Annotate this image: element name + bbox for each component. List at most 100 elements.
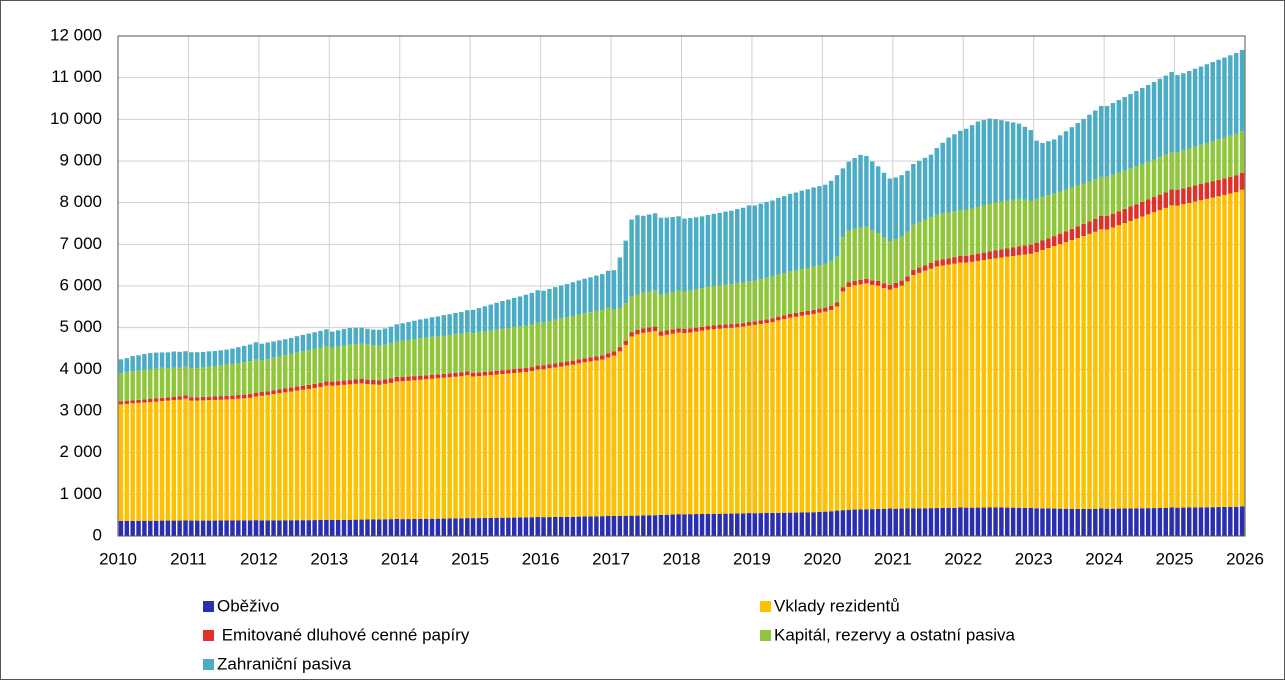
bar-segment [1104, 229, 1110, 509]
bar-segment [394, 381, 400, 519]
bar-segment [459, 376, 464, 519]
bar-segment [963, 128, 969, 210]
bar-segment [283, 355, 288, 389]
bar-segment [1239, 506, 1245, 536]
bar-segment [300, 334, 306, 352]
bar-segment [470, 372, 476, 377]
bar-segment [547, 321, 552, 365]
bar-segment [1151, 508, 1157, 536]
bar-segment [717, 328, 722, 514]
bar-segment [206, 396, 212, 401]
bar-segment [594, 275, 599, 311]
bar-segment [799, 311, 805, 316]
bar-segment [288, 387, 294, 392]
bar-segment [699, 288, 705, 327]
bar-segment [746, 281, 752, 323]
bar-segment [1122, 223, 1127, 509]
bar-segment [418, 338, 423, 376]
legend-label: Zahraniční pasiva [217, 654, 352, 673]
bar-segment [617, 347, 623, 352]
bar-segment [335, 381, 341, 386]
bar-segment [500, 328, 505, 371]
bar-segment [224, 395, 229, 400]
bar-segment [247, 361, 253, 395]
bar-segment [981, 260, 987, 508]
bar-segment [646, 214, 652, 292]
bar-segment [148, 520, 153, 536]
bar-segment [1210, 507, 1215, 536]
bar-segment [1005, 248, 1010, 257]
bar-segment [171, 396, 176, 401]
bar-segment [641, 515, 646, 536]
bar-segment [359, 343, 364, 379]
bar-segment [600, 516, 605, 536]
bar-segment [488, 304, 493, 331]
bar-segment [1198, 66, 1204, 145]
bar-segment [177, 351, 182, 368]
bar-segment [1134, 508, 1139, 536]
bar-segment [881, 288, 887, 509]
bar-segment [441, 518, 447, 536]
bar-segment [740, 326, 746, 514]
x-tick-label: 2021 [874, 549, 912, 568]
bar-segment [905, 231, 910, 277]
bar-segment [324, 346, 329, 382]
bar-segment [1010, 247, 1016, 256]
bar-segment [171, 520, 176, 536]
bar-segment [1134, 91, 1139, 167]
bar-segment [259, 520, 265, 536]
bar-segment [899, 175, 904, 237]
bar-segment [529, 367, 535, 371]
bar-segment [946, 264, 951, 508]
bar-segment [359, 519, 364, 536]
bar-segment [688, 218, 693, 291]
bar-segment [1022, 199, 1028, 246]
legend-swatch [203, 630, 214, 641]
bar-segment [541, 322, 546, 366]
bar-segment [887, 508, 893, 536]
bar-segment [394, 518, 400, 536]
bar-segment [541, 290, 546, 323]
bar-segment [1098, 106, 1104, 177]
bar-segment [693, 217, 699, 290]
bar-segment [611, 355, 617, 516]
bar-segment [758, 513, 763, 536]
bar-segment [1169, 189, 1174, 206]
bar-segment [776, 320, 781, 513]
bar-segment [958, 130, 963, 210]
bar-segment [1210, 62, 1215, 142]
bar-segment [341, 519, 347, 536]
bar-segment [465, 332, 470, 372]
bar-segment [629, 515, 634, 536]
bar-segment [658, 331, 664, 336]
bar-segment [1057, 244, 1063, 509]
y-tick-label: 0 [93, 525, 102, 544]
bar-segment [1016, 123, 1022, 199]
bar-segment [1157, 508, 1163, 536]
bar-segment [746, 513, 752, 536]
bar-segment [259, 343, 265, 361]
bar-segment [1116, 225, 1122, 509]
bar-segment [1005, 200, 1010, 249]
bar-segment [1005, 256, 1010, 508]
bar-segment [817, 265, 822, 309]
bar-segment [699, 216, 705, 289]
bar-segment [429, 518, 435, 536]
bar-segment [1069, 228, 1075, 241]
bar-segment [811, 266, 816, 310]
bar-segment [306, 350, 311, 385]
bar-segment [1057, 191, 1063, 234]
bar-segment [488, 330, 493, 372]
bar-segment [318, 387, 323, 520]
bar-segment [764, 201, 769, 278]
bar-segment [523, 371, 529, 518]
bar-segment [688, 332, 693, 515]
bar-segment [511, 297, 517, 328]
bar-segment [1098, 216, 1104, 230]
bar-segment [1175, 189, 1180, 206]
bar-segment [1134, 166, 1139, 205]
bar-segment [588, 312, 593, 358]
bar-segment [547, 288, 552, 322]
bar-segment [553, 363, 558, 368]
bar-segment [658, 217, 664, 295]
